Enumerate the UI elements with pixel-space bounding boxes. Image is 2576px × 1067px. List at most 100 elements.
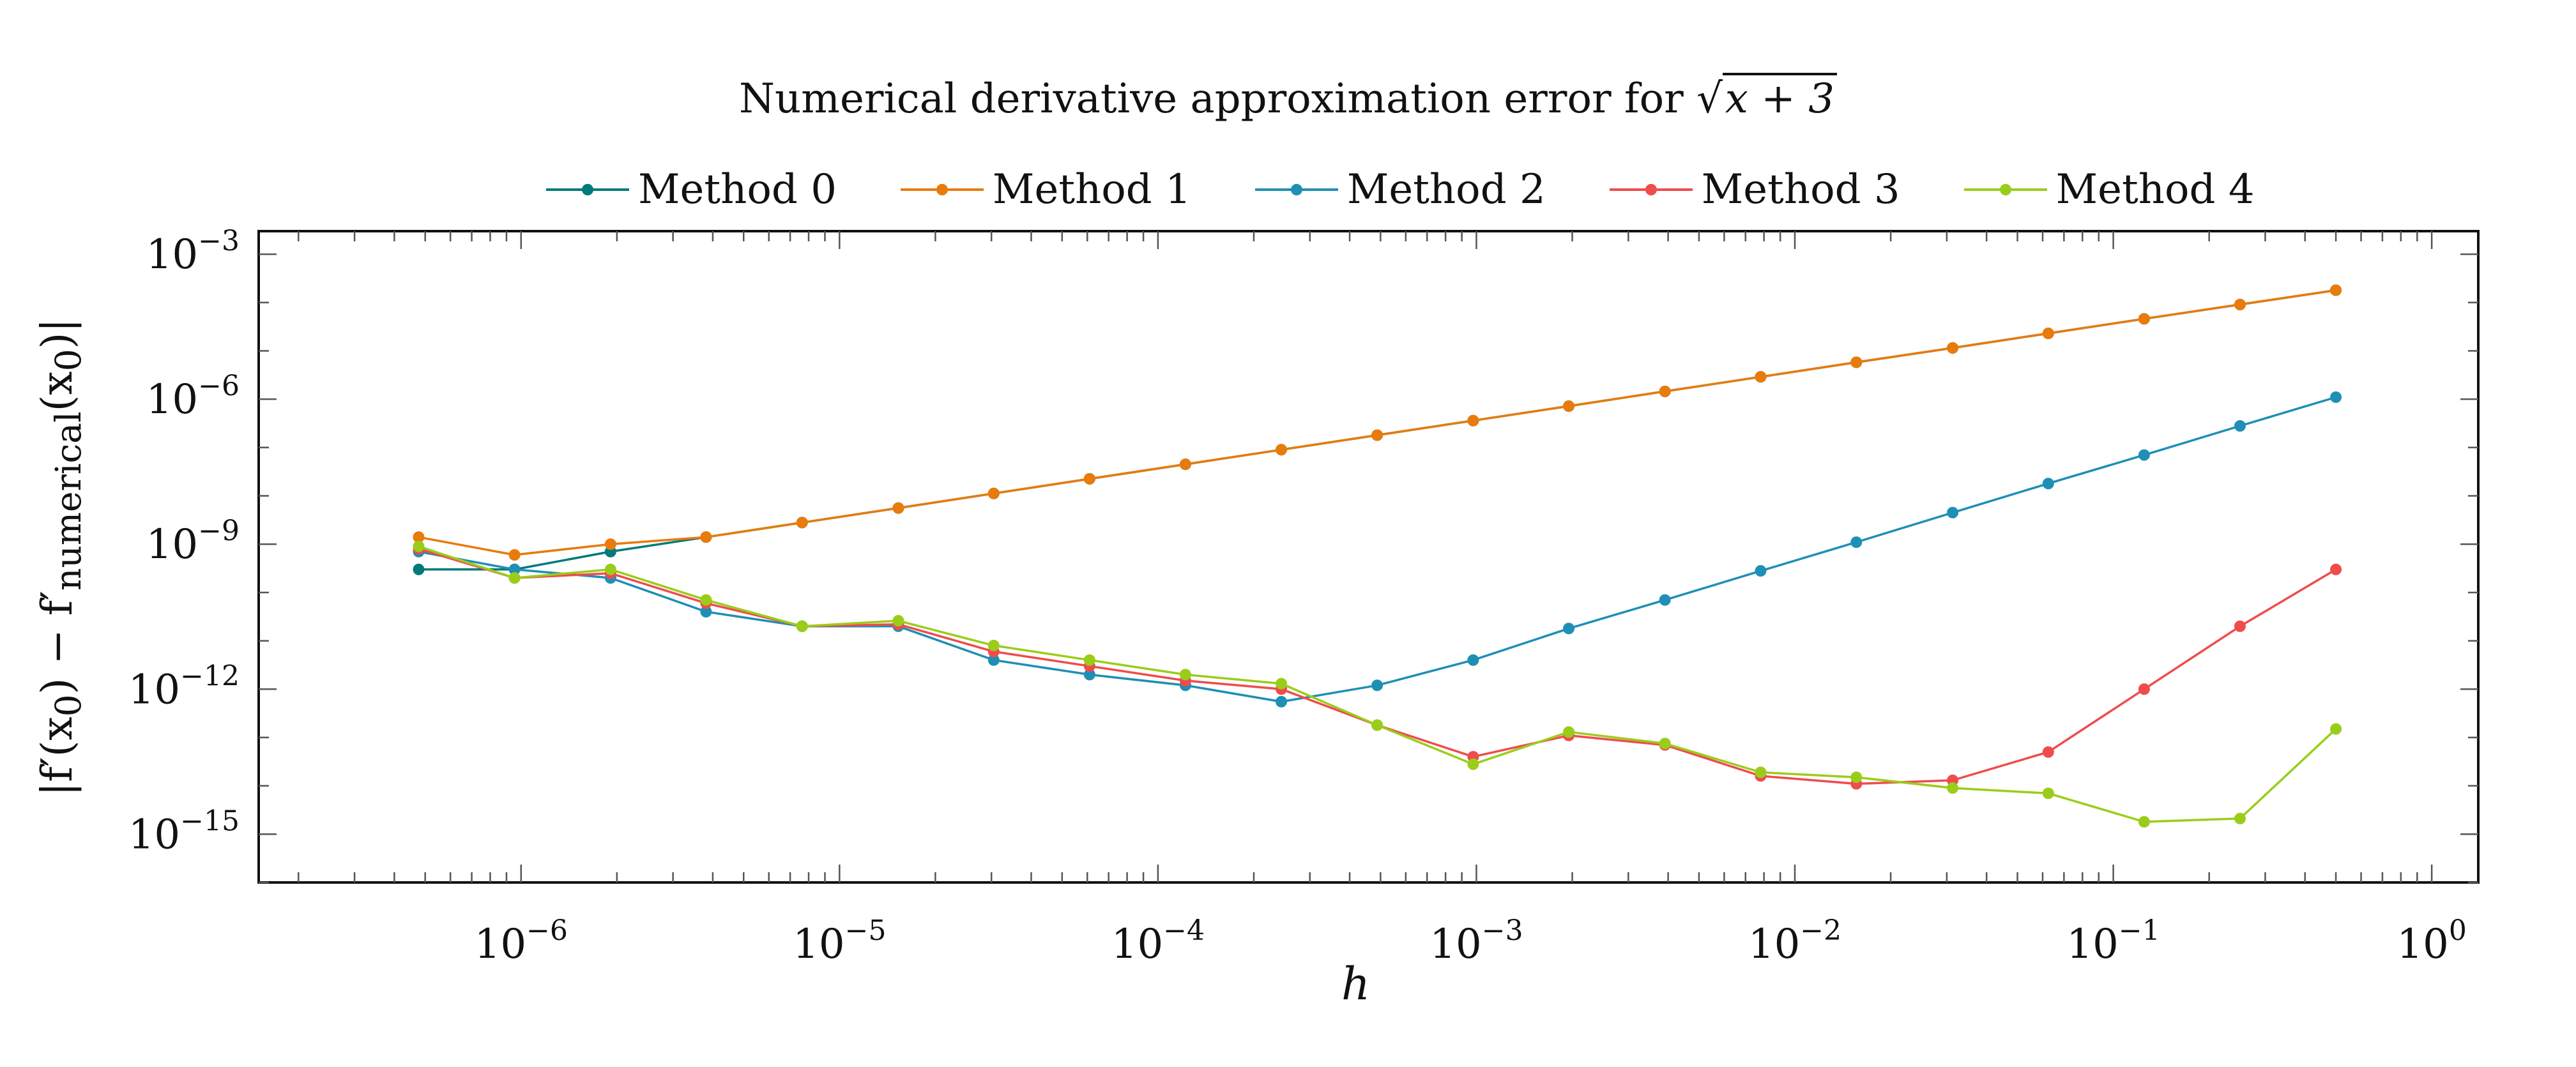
- legend-label-method-2: Method 2: [1346, 166, 1546, 213]
- legend-item-method-0: Method 0: [546, 166, 837, 213]
- data-point-method-3: [2234, 620, 2246, 632]
- data-point-method-0: [413, 563, 425, 575]
- data-point-method-1: [892, 502, 904, 514]
- legend-label-method-3: Method 3: [1701, 166, 1900, 213]
- data-point-method-3: [2138, 683, 2150, 695]
- data-point-method-4: [796, 620, 808, 632]
- legend-item-method-4: Method 4: [1963, 166, 2255, 213]
- data-point-method-1: [2234, 298, 2246, 310]
- data-point-method-2: [2138, 449, 2150, 461]
- data-point-method-4: [1179, 669, 1191, 681]
- data-point-method-2: [2330, 391, 2342, 404]
- plot-frame: [257, 230, 2480, 884]
- data-point-method-1: [1467, 414, 1479, 427]
- data-point-method-1: [1179, 458, 1191, 471]
- x-axis-label: h: [1341, 958, 1371, 1010]
- data-point-method-1: [2042, 328, 2054, 340]
- legend-swatch-method-1: [900, 184, 984, 195]
- legend-label-method-0: Method 0: [638, 166, 837, 213]
- data-point-method-2: [1755, 565, 1767, 577]
- data-point-method-4: [508, 572, 521, 584]
- y-axis-label-subnum: numerical: [48, 411, 89, 591]
- data-point-method-4: [413, 540, 425, 552]
- y-tick-label: 10−6: [146, 370, 240, 423]
- data-point-method-1: [1947, 342, 1959, 354]
- data-point-method-2: [1276, 695, 1288, 708]
- data-point-method-1: [2138, 313, 2150, 325]
- x-tick-label: 100: [2397, 914, 2466, 968]
- x-tick-label: 10−2: [1748, 914, 1841, 968]
- data-point-method-1: [1850, 356, 1863, 368]
- data-point-method-1: [1755, 371, 1767, 383]
- chart-title-text: Numerical derivative approximation error…: [739, 75, 1697, 123]
- legend-item-method-2: Method 2: [1254, 166, 1546, 213]
- data-point-method-1: [2330, 284, 2342, 296]
- data-point-method-2: [1947, 506, 1959, 518]
- chart-legend: Method 0 Method 1 Method 2 Method 3 Method 4: [546, 161, 2319, 218]
- y-axis-label-part1: |f′(x: [33, 716, 82, 796]
- data-point-method-2: [1563, 623, 1575, 635]
- data-point-method-4: [1276, 677, 1288, 690]
- data-point-method-1: [1083, 473, 1095, 485]
- y-axis-label-part4: )|: [33, 317, 82, 349]
- data-point-method-2: [2042, 478, 2054, 490]
- data-point-method-2: [1467, 654, 1479, 666]
- data-point-method-1: [1371, 429, 1383, 441]
- data-point-method-4: [2330, 723, 2342, 735]
- data-point-method-1: [796, 517, 808, 529]
- x-tick-label: 10−1: [2066, 914, 2160, 968]
- data-point-method-4: [700, 594, 712, 606]
- data-point-method-4: [1371, 719, 1383, 731]
- y-tick-label: 10−12: [128, 660, 240, 713]
- data-point-method-4: [1850, 771, 1863, 783]
- chart-title-radicand: x + 3: [1722, 73, 1837, 123]
- legend-marker-method-1: [936, 184, 948, 195]
- legend-swatch-method-4: [1963, 184, 2047, 195]
- data-point-method-1: [987, 487, 1000, 499]
- data-point-method-4: [1563, 726, 1575, 738]
- x-tick-label: 10−3: [1429, 914, 1523, 968]
- data-point-method-4: [892, 615, 904, 627]
- data-point-method-2: [1659, 594, 1671, 606]
- legend-marker-method-0: [582, 184, 593, 195]
- data-point-method-1: [700, 531, 712, 543]
- data-point-method-2: [2234, 420, 2246, 432]
- y-axis-label-part2: ) − f′: [33, 590, 82, 694]
- data-point-method-3: [2042, 746, 2054, 758]
- data-point-method-4: [2138, 815, 2150, 828]
- legend-label-method-4: Method 4: [2055, 166, 2255, 213]
- y-tick-label: 10−3: [146, 225, 240, 278]
- data-point-method-4: [2042, 787, 2054, 799]
- legend-marker-method-2: [1290, 184, 1302, 195]
- y-axis-label-sub0: 0: [48, 693, 89, 716]
- y-axis-label-sub1: 0: [48, 348, 89, 371]
- legend-swatch-method-0: [546, 184, 629, 195]
- legend-swatch-method-2: [1254, 184, 1338, 195]
- y-axis-label-part3: (x: [33, 370, 82, 411]
- legend-item-method-3: Method 3: [1609, 166, 1900, 213]
- series-line-method-2: [418, 396, 2336, 703]
- data-point-method-4: [1083, 654, 1095, 666]
- chart-title: Numerical derivative approximation error…: [0, 73, 2576, 123]
- y-tick-label: 10−15: [128, 805, 240, 858]
- data-point-method-1: [1276, 444, 1288, 456]
- x-tick-label: 10−4: [1111, 914, 1205, 968]
- data-point-method-3: [2330, 563, 2342, 575]
- legend-swatch-method-3: [1609, 184, 1693, 195]
- data-point-method-4: [1947, 782, 1959, 794]
- sqrt-symbol: √: [1696, 75, 1723, 123]
- x-tick-label: 10−5: [793, 914, 886, 968]
- data-point-method-4: [1755, 766, 1767, 778]
- data-point-method-1: [604, 538, 616, 550]
- data-point-method-1: [1563, 400, 1575, 412]
- x-tick-label: 10−6: [475, 914, 568, 968]
- data-point-method-4: [987, 639, 1000, 651]
- data-point-method-2: [1850, 536, 1863, 549]
- y-axis-label: |f′(x0) − f′numerical(x0)|: [33, 318, 89, 796]
- data-point-method-4: [2234, 812, 2246, 824]
- legend-marker-method-4: [1999, 184, 2011, 195]
- y-tick-label: 10−9: [146, 515, 240, 568]
- data-point-method-1: [1659, 385, 1671, 397]
